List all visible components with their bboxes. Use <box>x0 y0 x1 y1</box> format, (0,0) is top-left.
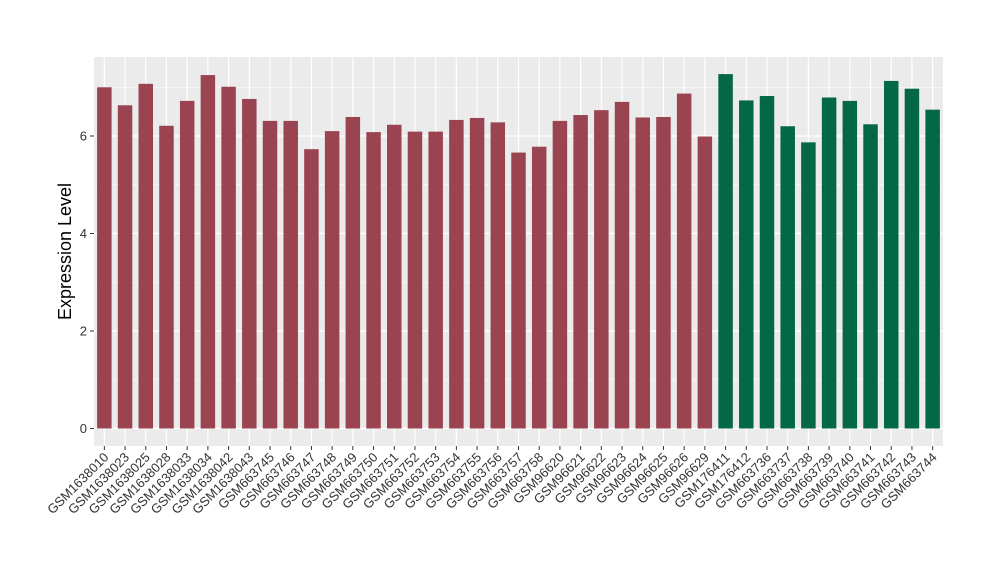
y-tick-label: 6 <box>80 129 87 144</box>
bar-GSM663752 <box>407 131 423 429</box>
y-tick-label: 4 <box>80 226 87 241</box>
bar-GSM663747 <box>304 149 319 429</box>
bar-GSM663742 <box>883 80 899 429</box>
bar-GSM663749 <box>345 116 361 429</box>
y-axis-title: Expression Level <box>55 183 75 320</box>
bar-GSM1638025 <box>138 83 154 429</box>
bar-GSM663740 <box>842 100 858 429</box>
bar-GSM176412 <box>739 100 754 429</box>
bar-GSM663744 <box>925 109 940 429</box>
bar-GSM663753 <box>428 131 443 429</box>
bar-GSM96629 <box>697 136 713 429</box>
bar-GSM96622 <box>594 110 609 429</box>
bar-GSM1638042 <box>221 86 236 429</box>
x-axis: GSM1638010GSM1638023GSM1638025GSM1638028… <box>44 446 940 517</box>
bar-GSM96621 <box>573 115 588 429</box>
bar-GSM1638010 <box>97 87 112 429</box>
bar-GSM1638033 <box>179 100 195 429</box>
bar-GSM663737 <box>780 126 795 429</box>
bar-GSM96620 <box>552 120 568 429</box>
bar-GSM663738 <box>801 142 816 429</box>
y-axis: 0 2 4 6 <box>80 129 94 436</box>
bar-GSM663748 <box>324 131 340 429</box>
bar-GSM96625 <box>656 116 671 429</box>
bar-GSM1638028 <box>159 125 174 429</box>
bar-GSM176411 <box>718 74 733 429</box>
bar-GSM663736 <box>759 96 775 429</box>
bar-GSM663745 <box>262 120 278 429</box>
bar-GSM663746 <box>283 120 298 429</box>
bar-GSM1638023 <box>117 105 133 429</box>
bar-GSM96624 <box>635 117 650 429</box>
bar-GSM663756 <box>490 122 506 429</box>
bar-GSM663739 <box>821 97 837 429</box>
bar-GSM663743 <box>904 88 920 429</box>
bar-GSM663751 <box>387 124 402 429</box>
bar-GSM96623 <box>614 101 630 429</box>
y-tick-label: 0 <box>80 421 87 436</box>
bar-GSM663741 <box>863 124 878 429</box>
bar-GSM663758 <box>531 146 547 429</box>
y-tick-label: 2 <box>80 324 87 339</box>
bar-GSM663755 <box>469 117 485 429</box>
bar-GSM96626 <box>676 93 692 429</box>
bars <box>97 74 940 429</box>
bar-GSM1638034 <box>200 75 216 429</box>
bar-GSM663757 <box>511 152 526 429</box>
bar-GSM663750 <box>366 132 381 429</box>
bar-GSM1638043 <box>242 98 257 429</box>
bar-GSM663754 <box>449 119 464 429</box>
